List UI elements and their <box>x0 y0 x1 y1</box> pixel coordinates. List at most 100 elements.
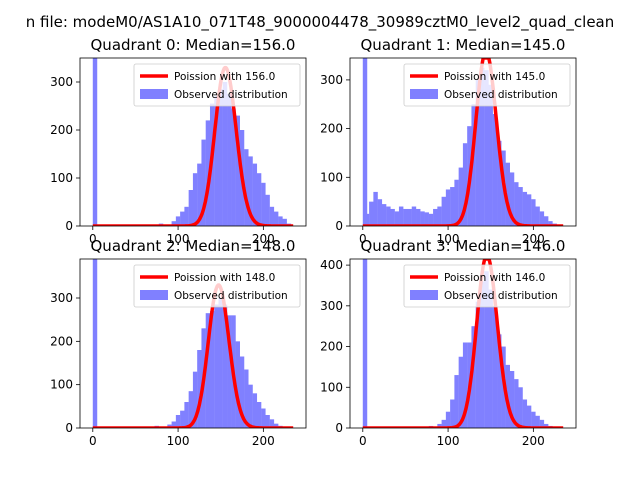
histogram-bar <box>526 405 532 428</box>
histogram-bar <box>458 167 464 226</box>
subplot-quadrant-2: 0 100 200 0 100 200 300 Quadrant 2: Median=148.… <box>50 237 307 448</box>
histogram-bar <box>475 301 481 428</box>
histogram-bar <box>197 163 202 226</box>
x-tick-label: 100 <box>167 434 190 448</box>
histogram-bar <box>180 211 185 226</box>
y-tick-label: 200 <box>320 122 343 136</box>
histogram-bar <box>411 206 417 226</box>
histogram-bar <box>282 218 287 226</box>
histogram-bar <box>518 187 523 226</box>
histogram-bar <box>222 304 228 428</box>
poisson-curve <box>91 65 295 226</box>
histogram-bar <box>433 208 438 226</box>
histogram-bar <box>381 204 387 226</box>
histogram-bar-zero <box>362 259 368 428</box>
y-tick-label: 300 <box>320 299 343 313</box>
y-tick-label: 100 <box>320 170 343 184</box>
x-tick-label: 0 <box>359 434 367 448</box>
histogram-bar <box>526 194 532 226</box>
y-tick-label: 300 <box>50 291 73 305</box>
legend-bar-swatch <box>410 89 438 99</box>
histogram-bar <box>492 305 498 428</box>
x-tick-label: 200 <box>522 232 545 246</box>
legend-label-observed: Observed distribution <box>174 290 288 302</box>
histogram-bar <box>462 342 468 428</box>
histogram-bar <box>364 213 370 226</box>
histogram-bar <box>184 402 189 428</box>
histogram-bar <box>175 216 181 226</box>
histogram-bar <box>377 199 383 226</box>
histogram-bar <box>531 199 536 226</box>
histogram-bar <box>394 211 400 226</box>
histogram-bar <box>184 206 189 226</box>
subplot-grid: 0 100 200 0 100 200 300 Quadrant 0: Median=156.… <box>50 36 577 448</box>
histogram-bar <box>188 190 194 226</box>
histogram-bar <box>265 415 270 428</box>
histogram-bar <box>231 108 236 226</box>
legend-label-poisson: Poission with 148.0 <box>174 272 275 284</box>
legend-label-observed: Observed distribution <box>444 89 558 101</box>
legend-bar-swatch <box>410 290 438 300</box>
y-tick-label: 0 <box>65 219 73 233</box>
histogram-bar <box>539 419 545 428</box>
legend-box <box>403 264 571 308</box>
histogram-bar <box>269 206 275 226</box>
y-tick-label: 0 <box>335 219 343 233</box>
histogram-bar <box>518 387 523 428</box>
histogram-bar <box>192 173 198 226</box>
y-tick-label: 400 <box>320 258 343 272</box>
histogram-bar <box>256 173 262 226</box>
histogram-bar <box>227 315 232 428</box>
histogram-bar <box>214 96 219 226</box>
histogram-bar <box>497 140 502 226</box>
histogram-bar <box>390 208 395 226</box>
histogram-bar <box>403 208 408 226</box>
histogram-bar <box>441 196 447 226</box>
x-tick-label: 0 <box>359 232 367 246</box>
histogram-bar <box>420 211 425 226</box>
histogram-bar <box>386 206 391 226</box>
histogram-bar <box>248 384 253 428</box>
legend-box <box>133 264 301 308</box>
histogram-bar <box>539 211 545 226</box>
histogram-bar <box>398 206 404 226</box>
histogram-bar <box>471 104 476 226</box>
x-tick-label: 0 <box>89 434 97 448</box>
figure-suptitle: n file: modeM0/AS1A10_071T48_9000004478_… <box>26 13 615 32</box>
histogram-bar <box>244 369 249 428</box>
x-tick-label: 100 <box>437 434 460 448</box>
histogram-bar <box>209 311 215 428</box>
legend-label-observed: Observed distribution <box>174 89 288 101</box>
y-tick-label: 300 <box>320 73 343 87</box>
histogram-bar <box>505 162 510 226</box>
y-tick-label: 100 <box>50 378 73 392</box>
histogram-bar <box>437 206 442 226</box>
histogram-bar <box>265 194 270 226</box>
histogram-bar <box>192 371 198 428</box>
y-tick-label: 0 <box>335 421 343 435</box>
histogram-bar <box>437 423 442 428</box>
histogram-bar <box>205 120 211 226</box>
histogram-bar <box>369 201 374 226</box>
plot-area <box>91 58 295 226</box>
histogram-bar-zero <box>92 58 98 226</box>
histogram-bar <box>509 370 515 428</box>
histogram-bar <box>407 208 412 226</box>
histogram-bar <box>445 411 451 428</box>
histogram-bar <box>462 143 468 226</box>
subplot-quadrant-0: 0 100 200 0 100 200 300 Quadrant 0: Median=156.… <box>50 36 307 246</box>
histogram-bar <box>222 82 228 226</box>
histogram-bar <box>428 213 434 226</box>
histogram-bar <box>454 375 459 428</box>
histogram-bar <box>458 356 464 428</box>
histogram-bar <box>180 410 185 428</box>
y-tick-label: 200 <box>50 123 73 137</box>
histogram-bar-zero <box>362 58 368 226</box>
histogram-bar <box>416 208 421 226</box>
histogram-bar <box>235 115 240 226</box>
histogram-bar <box>373 191 378 226</box>
histogram-bar <box>227 94 232 226</box>
histogram-bar <box>256 402 262 428</box>
histogram-bar <box>488 289 493 428</box>
